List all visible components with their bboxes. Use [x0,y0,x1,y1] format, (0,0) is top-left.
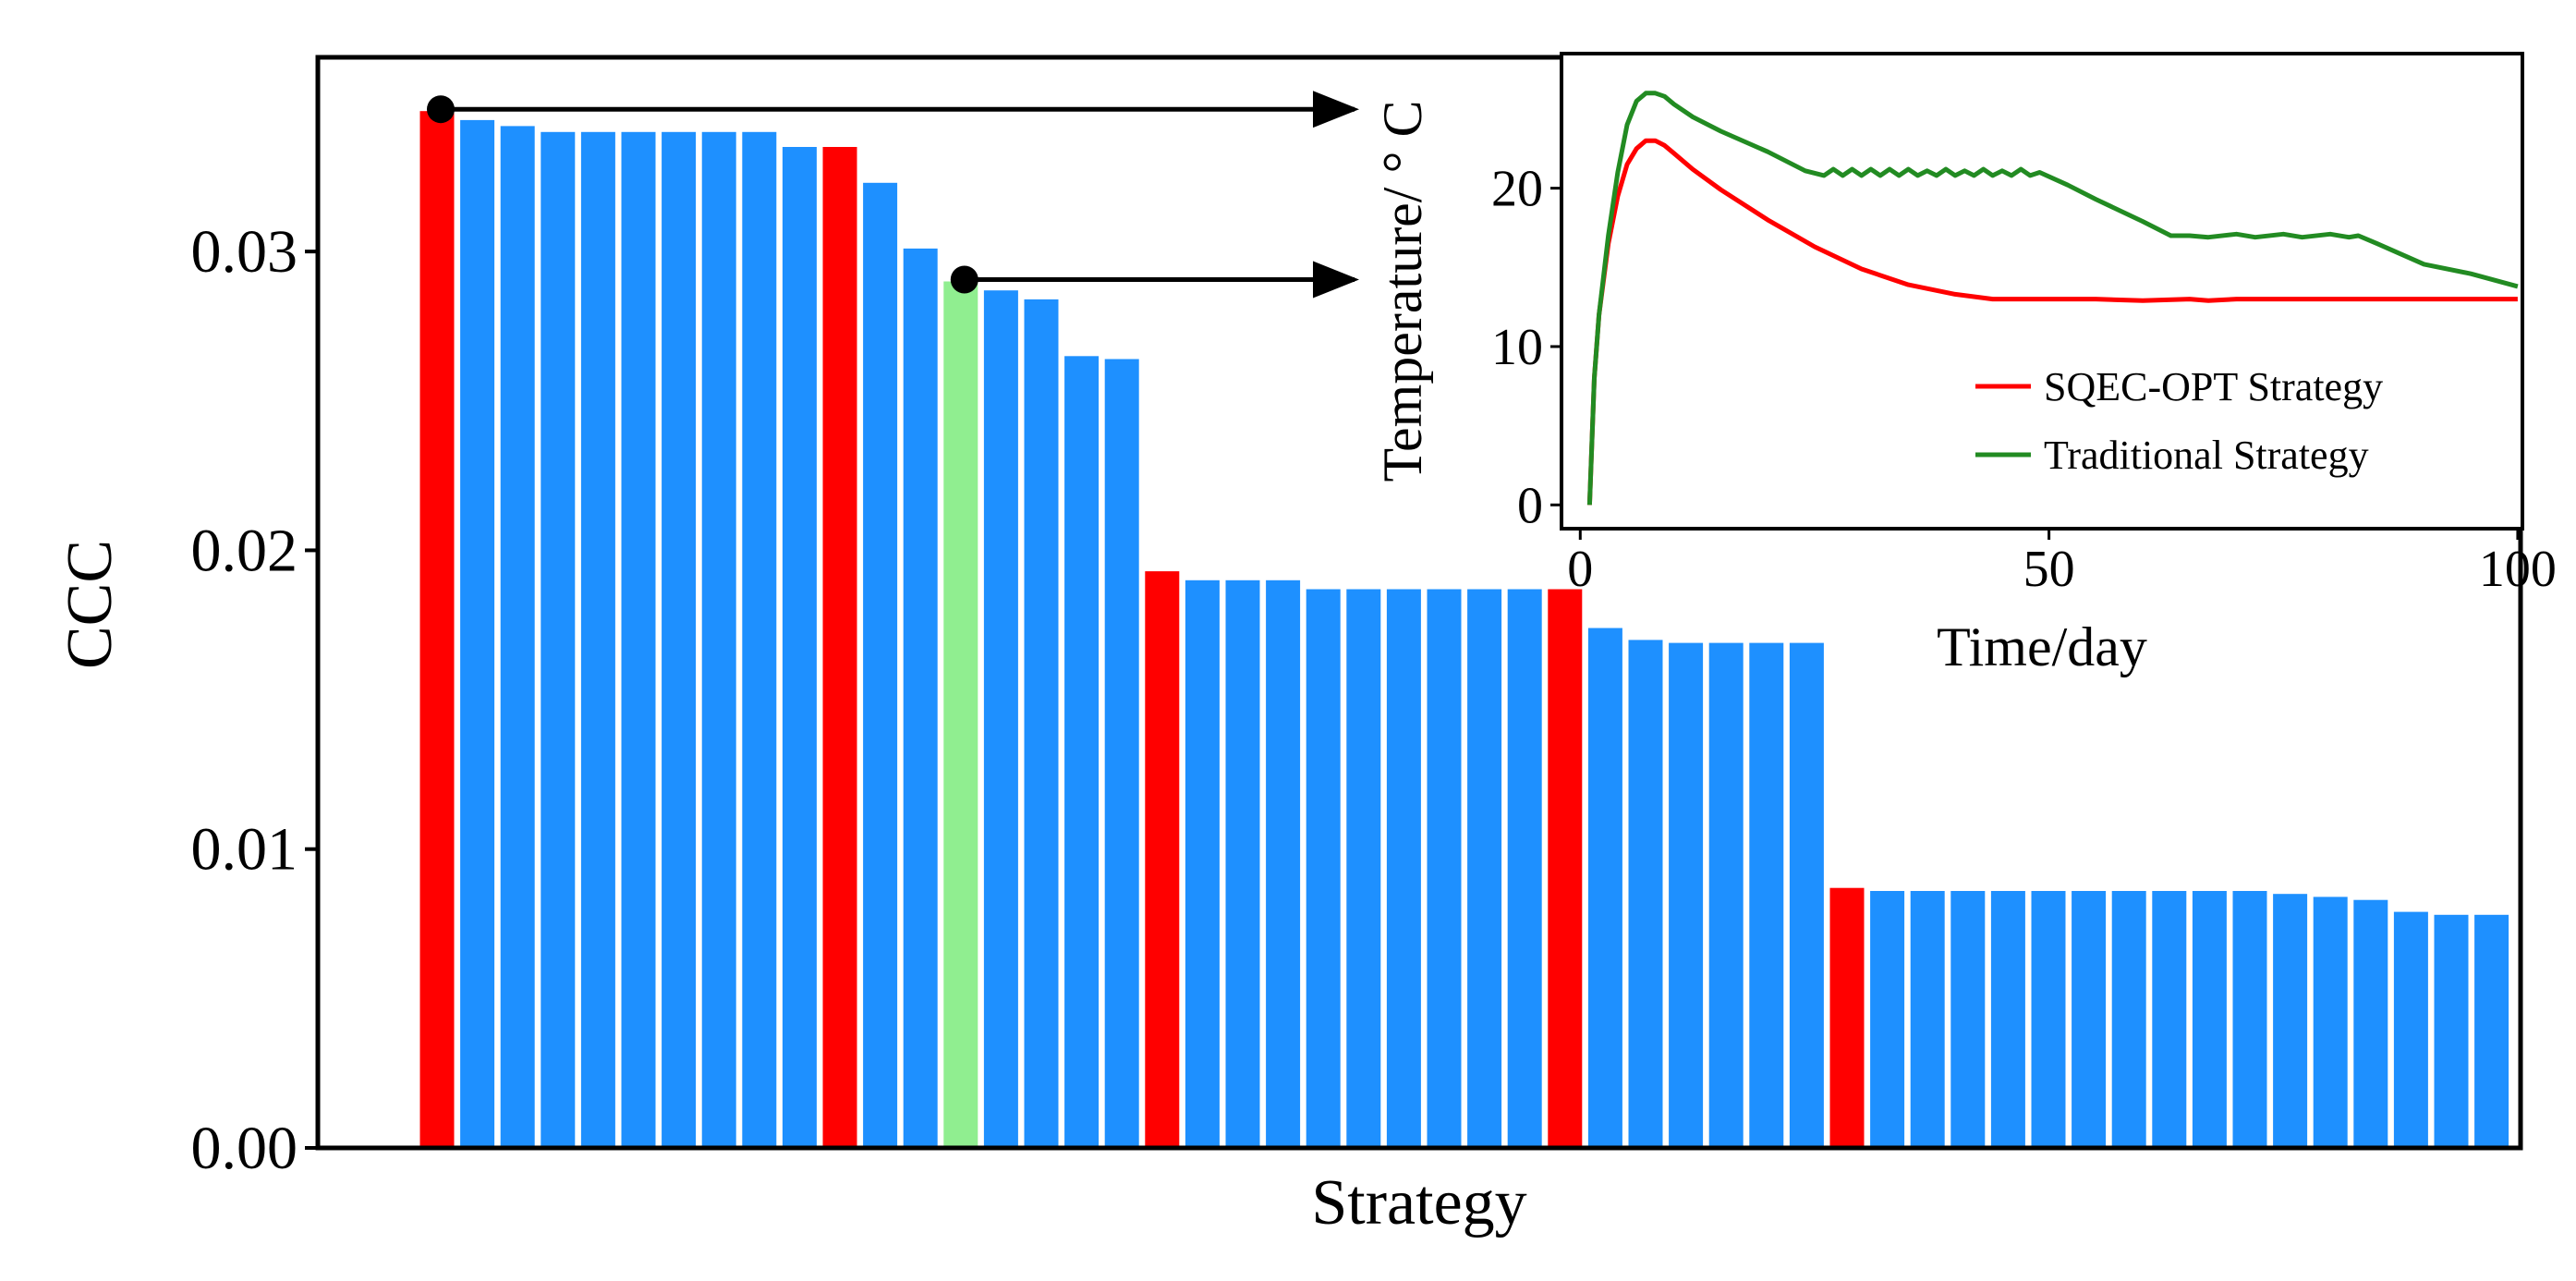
inset-x-tick-label-2: 100 [2479,541,2557,598]
bar-10 [782,147,817,1148]
inset-y-ticks: 0 10 20 [1491,161,1561,534]
inset-x-axis-label: Time/day [1937,616,2147,677]
bar-48 [2313,897,2348,1148]
legend-label-sqec-opt: SQEC-OPT Strategy [2044,364,2383,409]
bar-39 [1950,891,1986,1148]
main-y-tick-label-3: 0.03 [191,218,298,286]
inset-y-tick-label-2: 20 [1491,161,1543,218]
bar-34 [1749,642,1784,1148]
series-line-2 [1586,91,2519,506]
legend-label-traditional: Traditional Strategy [2044,433,2369,478]
bar-19 [1145,571,1180,1148]
bar-23 [1306,589,1341,1148]
bar-20 [1185,580,1220,1148]
bar-24 [1346,589,1381,1148]
bar-28 [1507,589,1542,1148]
bar-37 [1870,891,1905,1148]
inset-x-ticks: 0 50 100 [1567,529,2557,598]
bar-6 [621,131,656,1148]
main-x-axis-label: Strategy [1311,1167,1526,1238]
bar-32 [1669,642,1704,1148]
bar-2 [460,119,495,1148]
bar-25 [1386,589,1421,1148]
bar-41 [2031,891,2066,1148]
bar-44 [2152,891,2187,1148]
bar-15 [983,290,1018,1148]
bar-29 [1548,589,1583,1148]
main-y-ticks: 0.00 0.01 0.02 0.03 [191,218,318,1182]
bar-43 [2111,891,2146,1148]
bar-13 [903,248,938,1148]
inset-line-chart: 0 50 100 0 10 20 Time/day Temperature/ ° C S… [1372,52,2557,677]
bar-7 [662,131,697,1148]
bar-27 [1467,589,1502,1148]
bar-30 [1587,628,1622,1148]
bar-47 [2273,894,2308,1148]
inset-x-tick-label-0: 0 [1567,541,1593,598]
main-y-tick-label-1: 0.01 [191,816,298,884]
main-bar-chart: 0.00 0.01 0.02 0.03 Strategy CCC [55,55,2523,1238]
main-y-tick-label-0: 0.00 [191,1115,298,1182]
series-line-1 [1586,138,2518,506]
inset-axes-frame [1560,52,2524,531]
main-bars [419,111,2509,1149]
bar-49 [2353,899,2388,1148]
inset-y-tick-label-1: 10 [1491,319,1543,376]
bar-40 [1990,891,2025,1148]
bar-45 [2192,891,2227,1148]
bar-9 [742,131,777,1148]
bar-26 [1427,589,1462,1148]
bar-52 [2474,914,2509,1148]
bar-1 [419,111,455,1149]
bar-31 [1628,640,1663,1148]
bar-14 [943,281,978,1148]
main-axes-frame [315,55,2523,1151]
inset-lines [1586,91,2519,506]
bar-5 [580,131,615,1148]
bar-33 [1708,642,1744,1148]
inset-y-tick-label-0: 0 [1517,477,1543,534]
bar-8 [701,131,736,1148]
bar-16 [1024,299,1059,1148]
main-y-tick-label-2: 0.02 [191,517,298,584]
bar-12 [863,182,898,1148]
bar-4 [541,131,576,1148]
bar-50 [2393,911,2428,1148]
bar-3 [500,126,535,1148]
inset-legend: SQEC-OPT Strategy Traditional Strategy [1975,364,2383,478]
bar-38 [1910,891,1945,1148]
bar-42 [2072,891,2107,1148]
bar-11 [822,147,857,1148]
main-y-axis-label: CCC [55,540,126,669]
bar-21 [1225,580,1260,1148]
bar-35 [1789,642,1824,1148]
bar-51 [2434,914,2469,1148]
annotation-arrows [427,91,1359,299]
bar-18 [1104,359,1139,1148]
inset-x-tick-label-1: 50 [2023,541,2075,598]
inset-y-axis-label: Temperature/ ° C [1372,101,1433,482]
bar-22 [1266,580,1301,1148]
bar-17 [1064,356,1100,1148]
bar-46 [2232,891,2267,1148]
bar-36 [1829,887,1865,1148]
